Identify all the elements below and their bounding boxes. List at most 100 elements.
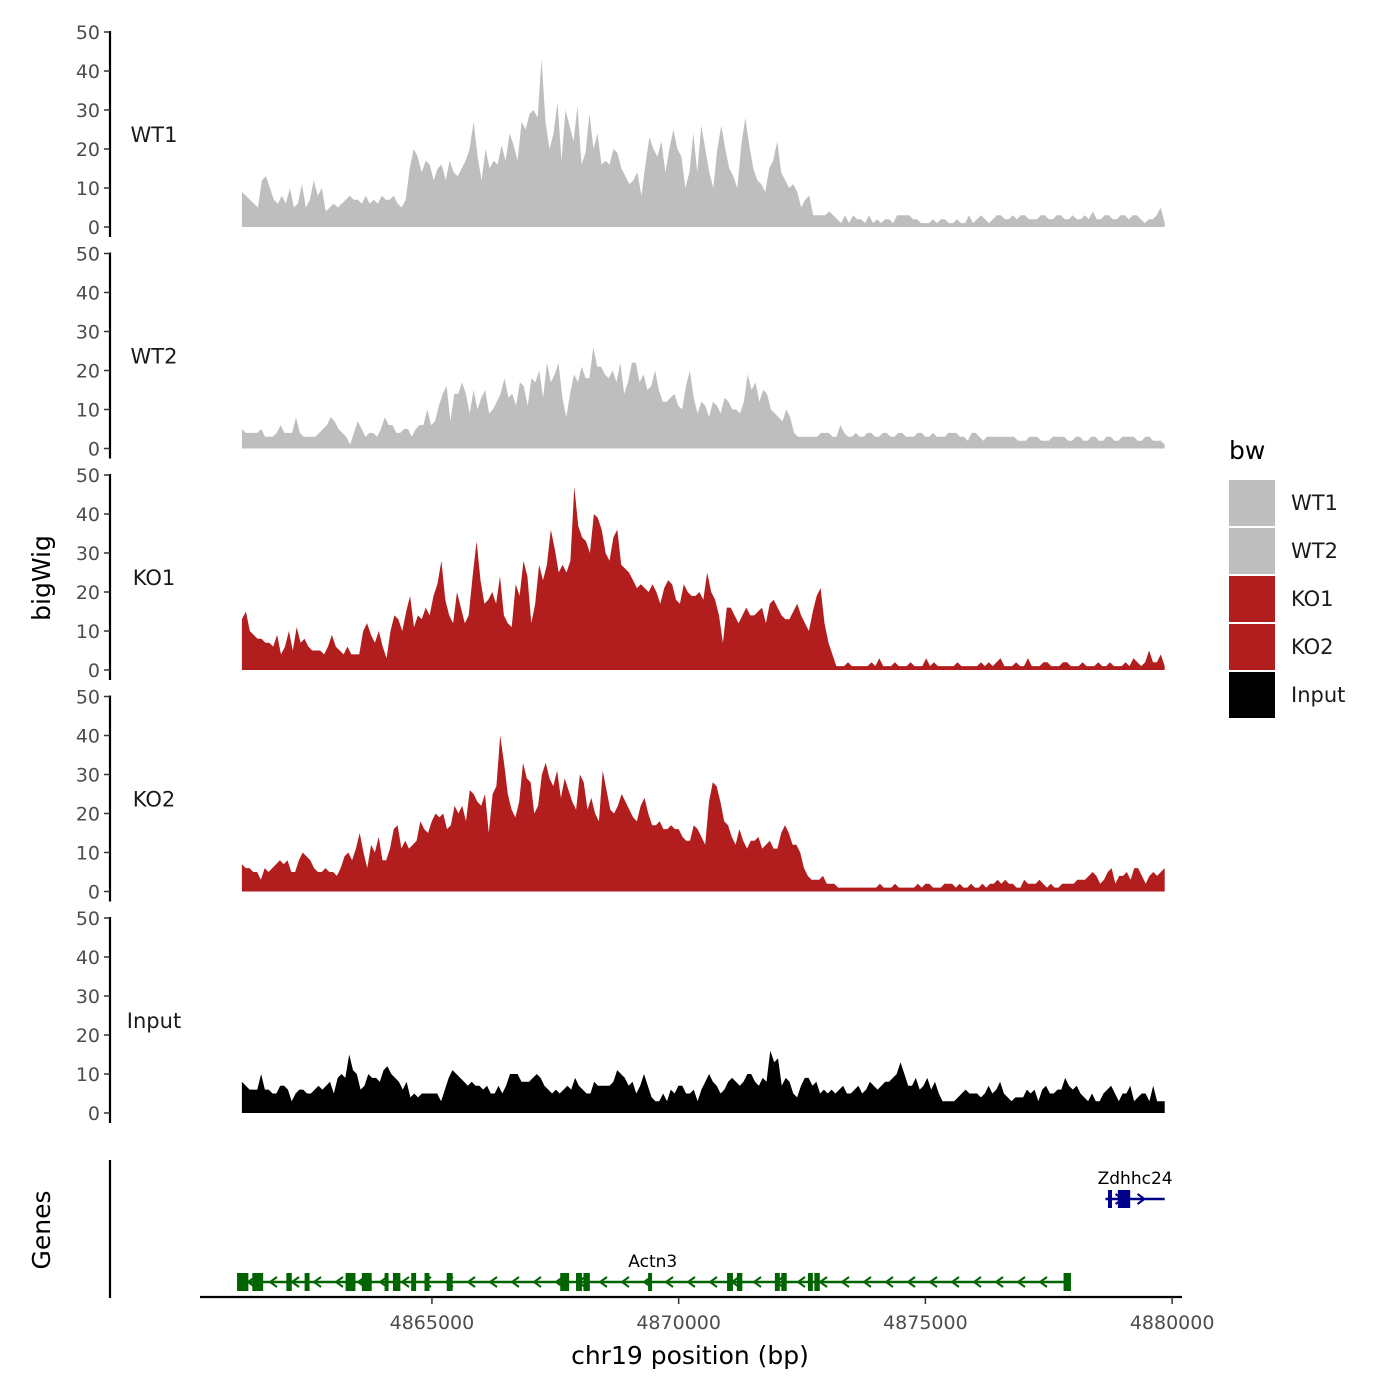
gene-zdhhc24: Zdhhc24	[1098, 1169, 1173, 1208]
gene-track: Actn3 Zdhhc24	[108, 1160, 1173, 1298]
y-tick-label: 50	[76, 244, 100, 266]
legend-entry-ko1: KO1	[1229, 576, 1334, 622]
y-tick-label: 50	[76, 908, 100, 930]
strand-arrow	[1136, 1193, 1147, 1205]
legend-entry-wt1: WT1	[1229, 480, 1338, 526]
gene-exon	[560, 1273, 570, 1291]
track-input: 0 10 20 30 40 50 Input	[76, 908, 1165, 1125]
legend: bw WT1 WT2 KO1 KO2 Input	[1229, 436, 1345, 718]
gene-exon	[237, 1273, 249, 1291]
strand-arrow	[664, 1276, 674, 1288]
strand-arrow	[950, 1276, 960, 1288]
y-tick-label: 10	[76, 843, 100, 865]
legend-entry-ko2: KO2	[1229, 624, 1334, 670]
strand-arrow	[268, 1276, 278, 1288]
strand-arrow	[466, 1276, 476, 1288]
gene-exon	[252, 1273, 264, 1291]
strand-arrow	[532, 1276, 542, 1288]
y-tick-label: 20	[76, 1025, 100, 1047]
gene-exon	[583, 1273, 590, 1291]
gene-exon	[648, 1273, 653, 1291]
gene-exon	[736, 1273, 743, 1291]
gene-exon	[814, 1273, 820, 1291]
y-tick-label: 20	[76, 361, 100, 383]
strand-arrow	[1016, 1276, 1026, 1288]
x-axis: 4865000 4870000 4875000 4880000	[200, 1295, 1215, 1334]
track-label: KO2	[133, 788, 176, 812]
strand-arrow	[312, 1276, 322, 1288]
gene-exon	[807, 1273, 813, 1291]
y-tick-label: 50	[76, 22, 100, 44]
y-tick-label: 10	[76, 178, 100, 200]
y-tick-label: 30	[76, 543, 100, 565]
strand-arrow	[994, 1276, 1004, 1288]
legend-entries: WT1 WT2 KO1 KO2 Input	[1229, 480, 1345, 718]
strand-arrow	[488, 1276, 498, 1288]
strand-arrow	[708, 1276, 718, 1288]
strand-arrow	[290, 1276, 300, 1288]
legend-entry-input: Input	[1229, 672, 1345, 718]
strand-arrow	[906, 1276, 916, 1288]
y-tick-label: 40	[76, 947, 100, 969]
y-axis-title: bigWig	[27, 535, 56, 621]
gene-actn3: Actn3	[237, 1252, 1071, 1291]
genes-axis-title: Genes	[27, 1190, 56, 1269]
gene-label: Actn3	[628, 1252, 677, 1272]
legend-label: WT1	[1291, 491, 1338, 515]
y-tick-label: 40	[76, 504, 100, 526]
y-tick-label: 30	[76, 100, 100, 122]
legend-label: KO2	[1291, 635, 1334, 659]
gene-exon	[345, 1273, 356, 1291]
track-wt1: 0 10 20 30 40 50 WT1	[76, 22, 1165, 239]
x-tick-label: 4875000	[883, 1312, 968, 1334]
gene-exon	[781, 1273, 787, 1291]
strand-arrow	[840, 1276, 850, 1288]
y-tick-label: 40	[76, 283, 100, 305]
gene-exon	[384, 1273, 389, 1291]
gene-exon	[304, 1273, 310, 1291]
legend-swatch	[1229, 480, 1275, 526]
legend-title: bw	[1229, 436, 1265, 465]
legend-label: KO1	[1291, 587, 1334, 611]
coverage-area	[241, 59, 1165, 227]
legend-label: WT2	[1291, 539, 1338, 563]
strand-arrow	[510, 1276, 520, 1288]
x-tick-label: 4880000	[1130, 1312, 1215, 1334]
y-tick-label: 30	[76, 765, 100, 787]
y-tick-label: 20	[76, 582, 100, 604]
track-label: Input	[127, 1009, 181, 1033]
legend-swatch	[1229, 672, 1275, 718]
coverage-area	[241, 1050, 1165, 1113]
strand-arrow	[752, 1276, 762, 1288]
gene-exon	[727, 1273, 733, 1291]
y-tick-label: 40	[76, 726, 100, 748]
y-tick-label: 0	[88, 660, 100, 682]
strand-arrow	[686, 1276, 696, 1288]
legend-entry-wt2: WT2	[1229, 528, 1338, 574]
y-tick-label: 0	[88, 439, 100, 461]
y-tick-label: 0	[88, 882, 100, 904]
y-tick-label: 10	[76, 1064, 100, 1086]
coverage-tracks: 0 10 20 30 40 50 WT1 0 10 20 30 40 50 WT2 0 10 20 30 40 50 K…	[76, 22, 1165, 1125]
y-tick-label: 20	[76, 139, 100, 161]
track-label: WT2	[131, 345, 178, 369]
x-axis-title: chr19 position (bp)	[571, 1341, 809, 1370]
y-tick-label: 10	[76, 400, 100, 422]
y-tick-label: 50	[76, 687, 100, 709]
strand-arrow	[972, 1276, 982, 1288]
gene-exon	[1107, 1190, 1112, 1208]
gene-exon	[361, 1273, 372, 1291]
x-tick-label: 4870000	[636, 1312, 721, 1334]
track-wt2: 0 10 20 30 40 50 WT2	[76, 244, 1165, 461]
legend-label: Input	[1291, 683, 1345, 707]
strand-arrow	[862, 1276, 872, 1288]
strand-arrow	[928, 1276, 938, 1288]
y-tick-label: 10	[76, 621, 100, 643]
gene-exon	[286, 1273, 292, 1291]
y-tick-label: 50	[76, 465, 100, 487]
legend-swatch	[1229, 528, 1275, 574]
strand-arrow	[884, 1276, 894, 1288]
coverage-area	[241, 486, 1165, 670]
gene-exon	[576, 1273, 582, 1291]
